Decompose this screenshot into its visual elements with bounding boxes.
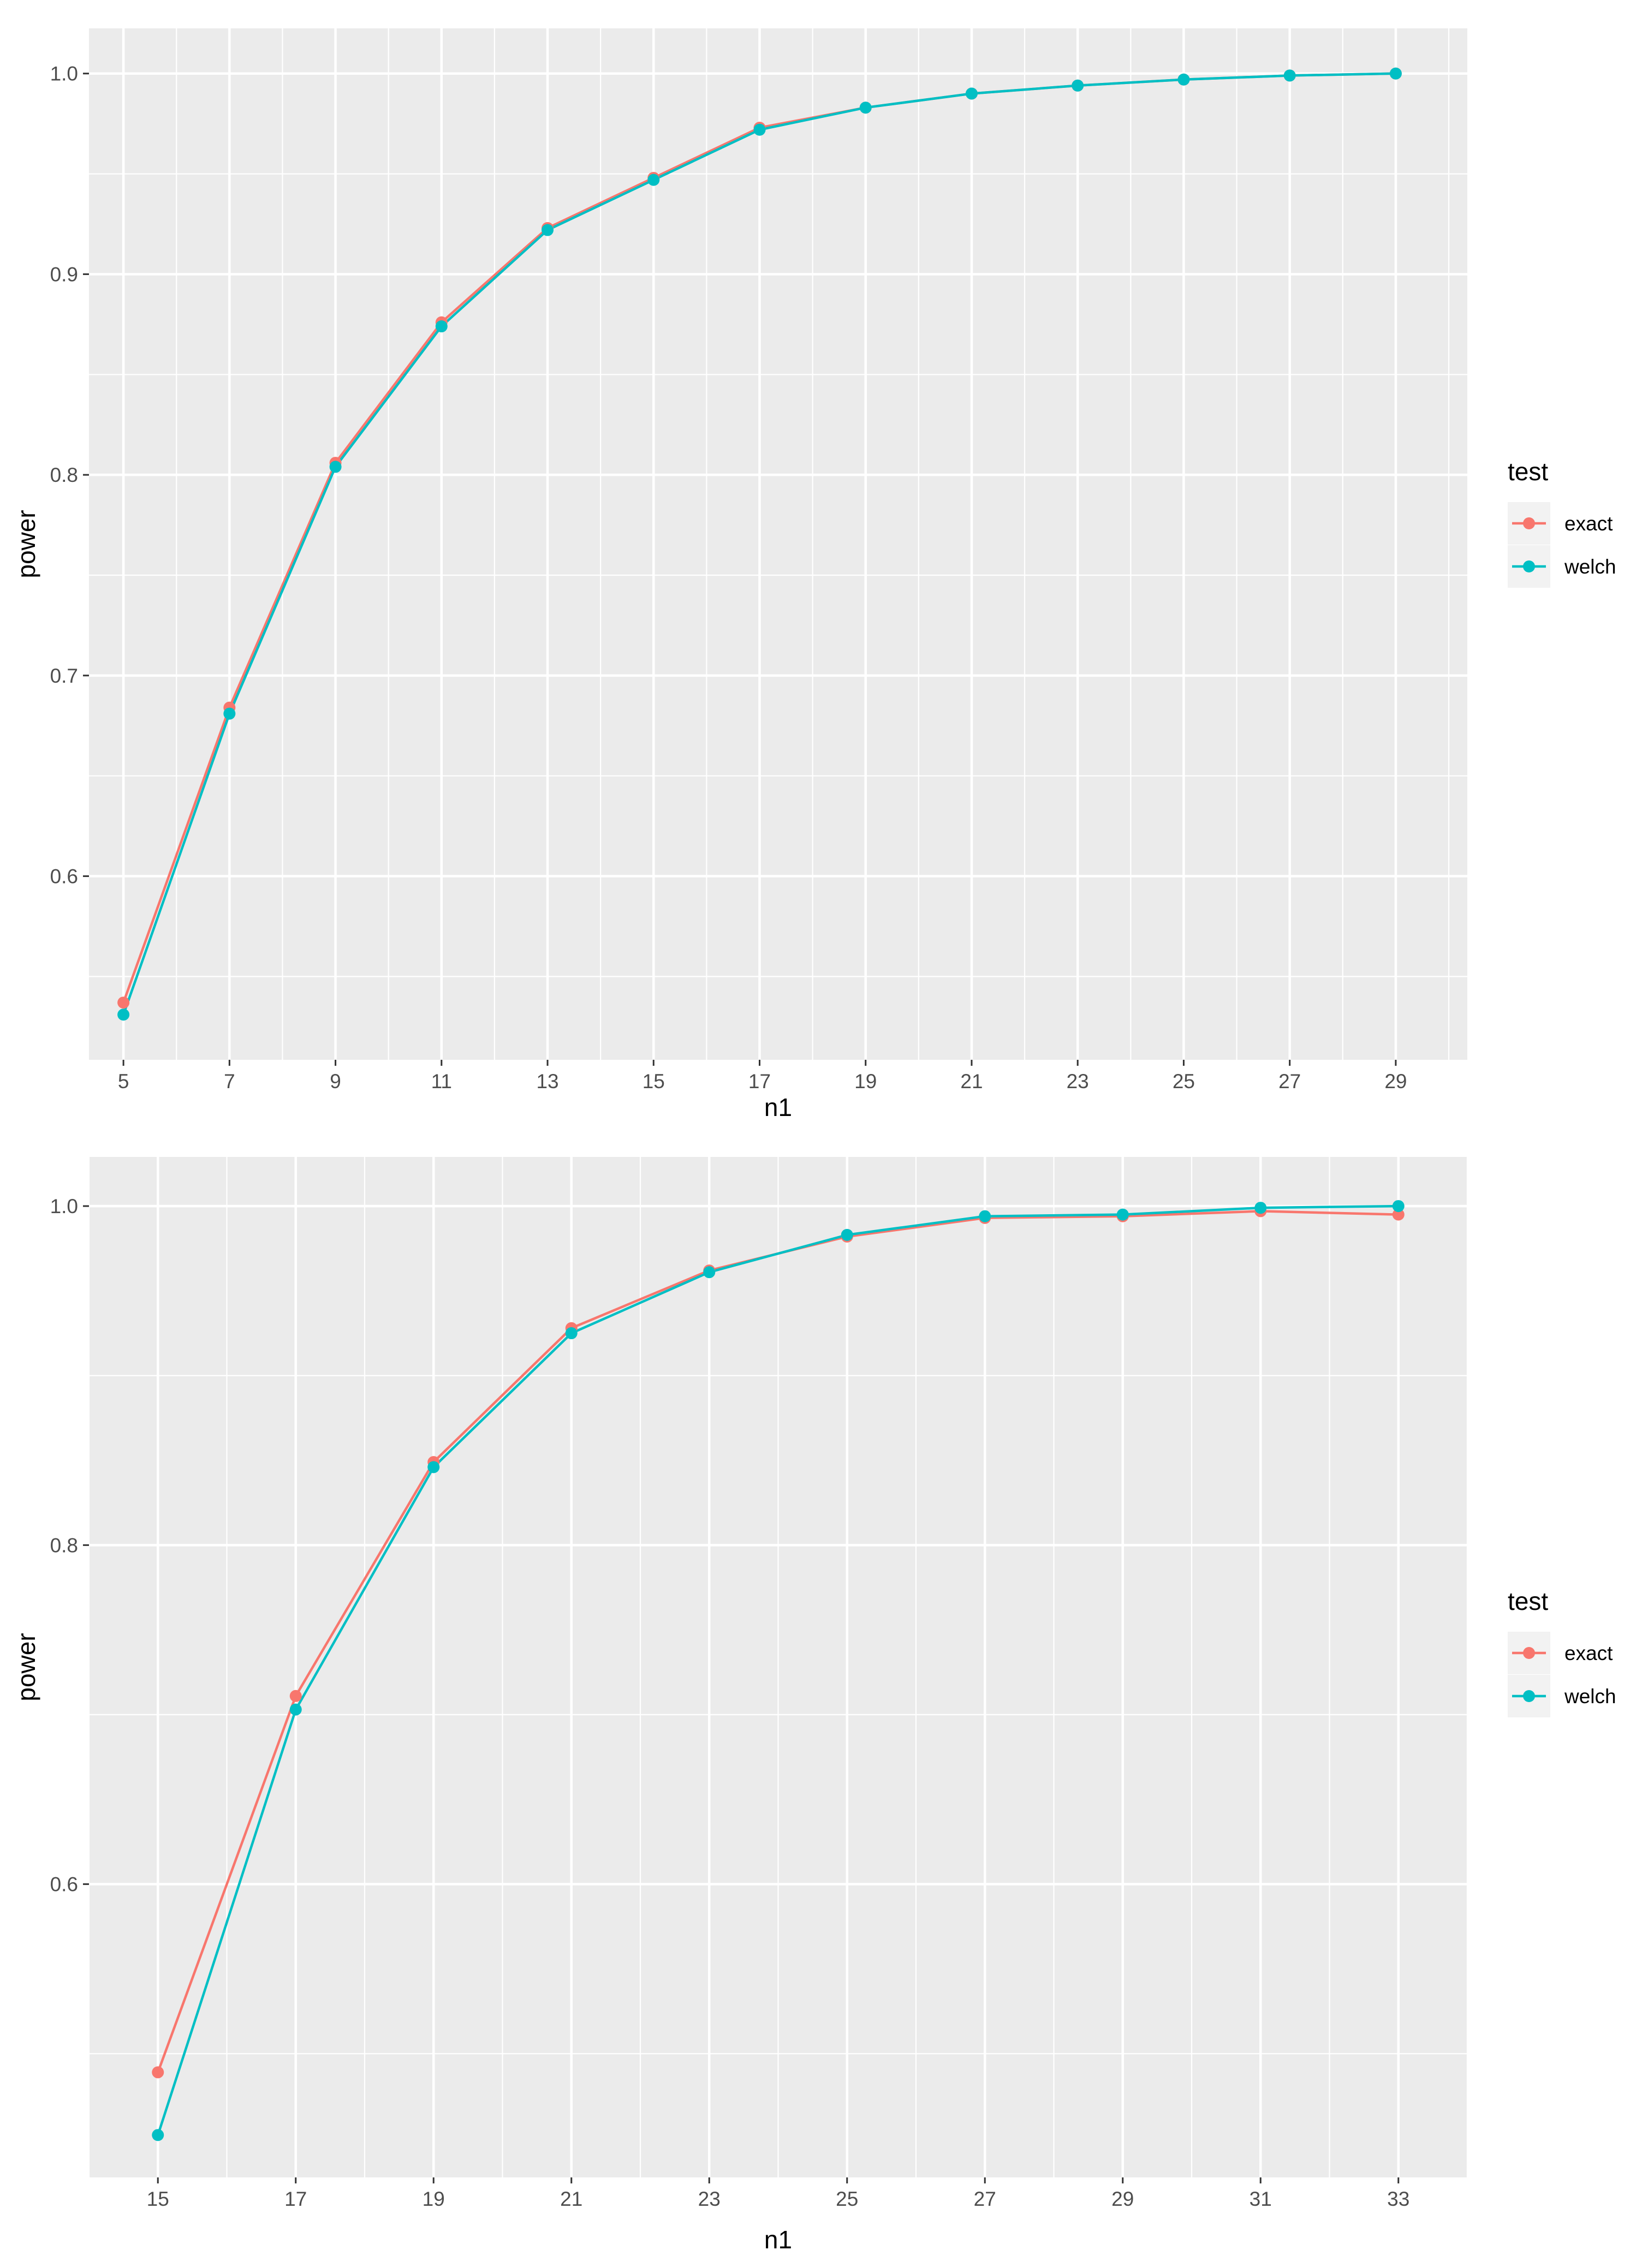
x-axis-title: n1 (764, 1093, 792, 1121)
y-tick-label: 0.8 (50, 1534, 78, 1556)
x-axis-title: n1 (764, 2225, 792, 2254)
x-tick-label: 25 (1173, 1070, 1195, 1093)
data-point-welch (223, 707, 236, 720)
x-tick-label: 21 (560, 2188, 582, 2210)
data-point-welch (1254, 1202, 1267, 1214)
data-point-welch (1389, 67, 1402, 80)
data-point-welch (841, 1228, 853, 1241)
legend-title: test (1508, 1587, 1548, 1615)
data-point-welch (753, 123, 766, 136)
y-tick-label: 1.0 (50, 63, 78, 85)
data-point-welch (965, 87, 978, 100)
data-point-welch (289, 1703, 302, 1716)
data-point-exact (289, 1690, 302, 1702)
y-tick-label: 0.6 (50, 1873, 78, 1896)
x-tick-label: 7 (224, 1070, 235, 1093)
data-point-welch (979, 1210, 991, 1222)
x-tick-label: 17 (284, 2188, 307, 2210)
legend-key-point (1523, 1647, 1535, 1659)
data-point-exact (152, 2066, 164, 2079)
legend-entry-welch: welch (1508, 1675, 1616, 1717)
data-point-welch (1392, 1200, 1405, 1213)
x-tick-label: 29 (1384, 1070, 1407, 1093)
data-point-welch (435, 320, 448, 333)
data-point-welch (647, 174, 660, 186)
x-tick-label: 23 (1067, 1070, 1089, 1093)
legend-key-point (1523, 560, 1535, 572)
legend-key-point (1523, 1690, 1535, 1702)
x-tick-label: 25 (836, 2188, 858, 2210)
y-tick-label: 0.8 (50, 464, 78, 486)
data-point-exact (1392, 1208, 1405, 1221)
x-tick-label: 5 (118, 1070, 129, 1093)
data-point-exact (117, 996, 130, 1009)
data-point-welch (703, 1266, 716, 1279)
y-tick-label: 0.6 (50, 866, 78, 888)
x-tick-label: 15 (147, 2188, 169, 2210)
x-tick-label: 33 (1387, 2188, 1409, 2210)
data-point-welch (152, 2129, 164, 2141)
x-tick-label: 23 (698, 2188, 721, 2210)
data-point-welch (427, 1461, 440, 1473)
y-tick-label: 0.9 (50, 263, 78, 285)
x-tick-label: 13 (536, 1070, 558, 1093)
x-tick-label: 27 (974, 2188, 996, 2210)
x-tick-label: 11 (431, 1070, 452, 1093)
legend-title: test (1508, 457, 1548, 486)
x-tick-label: 19 (423, 2188, 445, 2210)
data-point-welch (859, 102, 872, 114)
legend-label: welch (1564, 556, 1616, 578)
data-point-welch (1283, 69, 1296, 82)
x-tick-label: 29 (1111, 2188, 1134, 2210)
data-point-welch (329, 461, 342, 473)
x-tick-label: 15 (642, 1070, 665, 1093)
y-axis-title: power (12, 1633, 40, 1701)
x-tick-label: 17 (748, 1070, 771, 1093)
data-point-welch (565, 1327, 578, 1340)
y-tick-label: 0.7 (50, 665, 78, 687)
data-point-welch (542, 224, 554, 236)
data-point-welch (1116, 1208, 1129, 1221)
x-tick-label: 9 (330, 1070, 341, 1093)
legend-label: exact (1564, 1642, 1613, 1664)
data-point-welch (117, 1008, 130, 1021)
y-tick-label: 1.0 (50, 1195, 78, 1217)
data-point-welch (1177, 73, 1190, 86)
legend-entry-welch: welch (1508, 545, 1616, 588)
x-tick-label: 27 (1278, 1070, 1301, 1093)
x-tick-label: 19 (854, 1070, 877, 1093)
legend-entry-exact: exact (1508, 1632, 1613, 1674)
y-axis-title: power (12, 510, 40, 578)
x-tick-label: 21 (960, 1070, 983, 1093)
series-line-welch (157, 1204, 1399, 2135)
chart-1: 0.6 0.7 0.8 0.9 1.0 5 7 9 11 13 15 17 19 21 23 25 27 29 n1… (12, 28, 1616, 1121)
legend-label: exact (1564, 512, 1613, 535)
legend-key-point (1523, 517, 1535, 529)
legend-label: welch (1564, 1685, 1616, 1708)
plot-panel (89, 28, 1467, 1060)
x-tick-label: 31 (1250, 2188, 1272, 2210)
legend-entry-exact: exact (1508, 502, 1613, 545)
chart-2: 0.6 0.8 1.0 15 17 19 21 23 25 27 29 31 33 n1 power test… (12, 1157, 1616, 2254)
data-point-welch (1072, 79, 1084, 92)
